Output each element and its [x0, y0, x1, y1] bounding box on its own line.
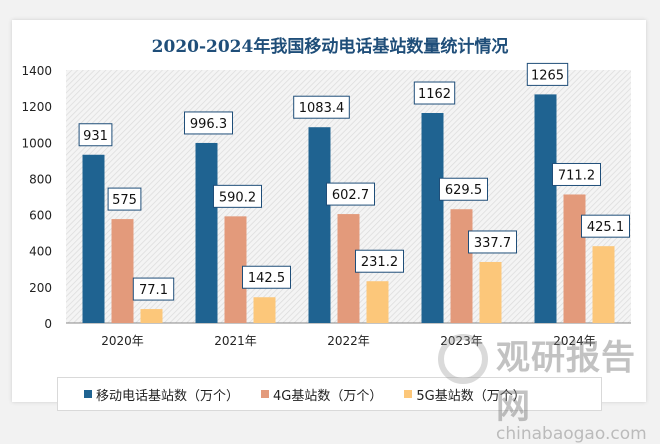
legend-label: 5G基站数（万个） — [416, 388, 526, 404]
data-label-box — [242, 265, 291, 289]
bar-2 — [450, 209, 473, 323]
data-label-box — [184, 111, 233, 135]
bar-1 — [308, 127, 331, 323]
data-label: 575 — [112, 193, 137, 208]
data-label-box — [439, 177, 488, 201]
bar-1 — [534, 94, 557, 324]
bar-2 — [224, 216, 247, 323]
bar-1 — [421, 113, 444, 323]
y-tick-label: 400 — [29, 245, 52, 259]
legend-item: 5G基站数（万个） — [404, 385, 526, 404]
data-label: 1162 — [418, 87, 451, 102]
data-label-box — [293, 95, 350, 119]
x-tick-label: 2021年 — [214, 334, 257, 348]
bar-chart: 0 200 400 600 800 1000 1200 1400 2020年 931 575 77.1… — [21, 62, 631, 348]
x-tick-label: 2020年 — [101, 334, 144, 348]
chart-title: 2020-2024年我国移动电话基站数量统计情况 — [151, 37, 509, 57]
data-label: 996.3 — [190, 117, 227, 132]
data-label-box — [213, 184, 262, 208]
y-tick-label: 0 — [44, 317, 52, 331]
legend-swatch — [404, 390, 413, 398]
data-label: 590.2 — [219, 190, 256, 205]
data-label-box — [107, 187, 142, 211]
bar-2 — [111, 219, 134, 323]
data-label-box — [526, 62, 569, 86]
data-label: 231.2 — [361, 255, 398, 270]
y-tick-label: 1400 — [21, 64, 52, 78]
legend-item: 4G基站数（万个） — [261, 385, 382, 404]
legend-item: 移动电话基站数（万个） — [84, 385, 239, 404]
bar-3 — [140, 309, 163, 323]
bar-2 — [563, 194, 586, 323]
data-label-box — [78, 123, 113, 147]
data-label: 337.7 — [474, 236, 511, 251]
legend-label: 移动电话基站数（万个） — [96, 388, 240, 404]
legend-label: 4G基站数（万个） — [273, 388, 383, 404]
data-label-box — [413, 81, 456, 105]
data-label: 425.1 — [587, 220, 624, 235]
data-label: 602.7 — [332, 188, 369, 203]
data-label-box — [355, 249, 404, 273]
data-label: 931 — [83, 129, 108, 144]
bar-3 — [479, 261, 502, 323]
data-label-box — [552, 162, 601, 186]
data-label-box — [581, 214, 630, 238]
data-label-box — [132, 277, 175, 301]
data-label: 711.2 — [558, 168, 595, 183]
data-label-box — [326, 182, 375, 206]
y-tick-label: 800 — [29, 172, 52, 186]
x-tick-label: 2023年 — [440, 334, 483, 348]
legend-swatch — [84, 390, 92, 398]
data-label: 629.5 — [445, 183, 482, 198]
bar-3 — [366, 281, 389, 323]
bar-2 — [337, 214, 360, 323]
x-tick-label: 2024年 — [553, 334, 596, 348]
data-label: 142.5 — [248, 271, 285, 286]
data-label: 1083.4 — [299, 101, 345, 116]
data-label: 1265 — [531, 68, 564, 83]
bar-3 — [253, 297, 276, 323]
y-tick-label: 600 — [29, 209, 52, 223]
data-label-box — [468, 230, 517, 254]
bar-1 — [82, 154, 105, 323]
legend: 移动电话基站数（万个） 4G基站数（万个） 5G基站数（万个） — [57, 377, 602, 411]
legend-swatch — [261, 390, 270, 398]
x-tick-label: 2022年 — [327, 334, 370, 348]
bar-3 — [592, 246, 615, 323]
y-tick-label: 1000 — [21, 136, 52, 150]
watermark-url: chinabaogao.com — [496, 424, 647, 444]
y-tick-label: 200 — [29, 281, 52, 295]
bar-1 — [195, 142, 218, 323]
y-tick-label: 1200 — [21, 100, 52, 114]
data-label: 77.1 — [139, 283, 168, 298]
